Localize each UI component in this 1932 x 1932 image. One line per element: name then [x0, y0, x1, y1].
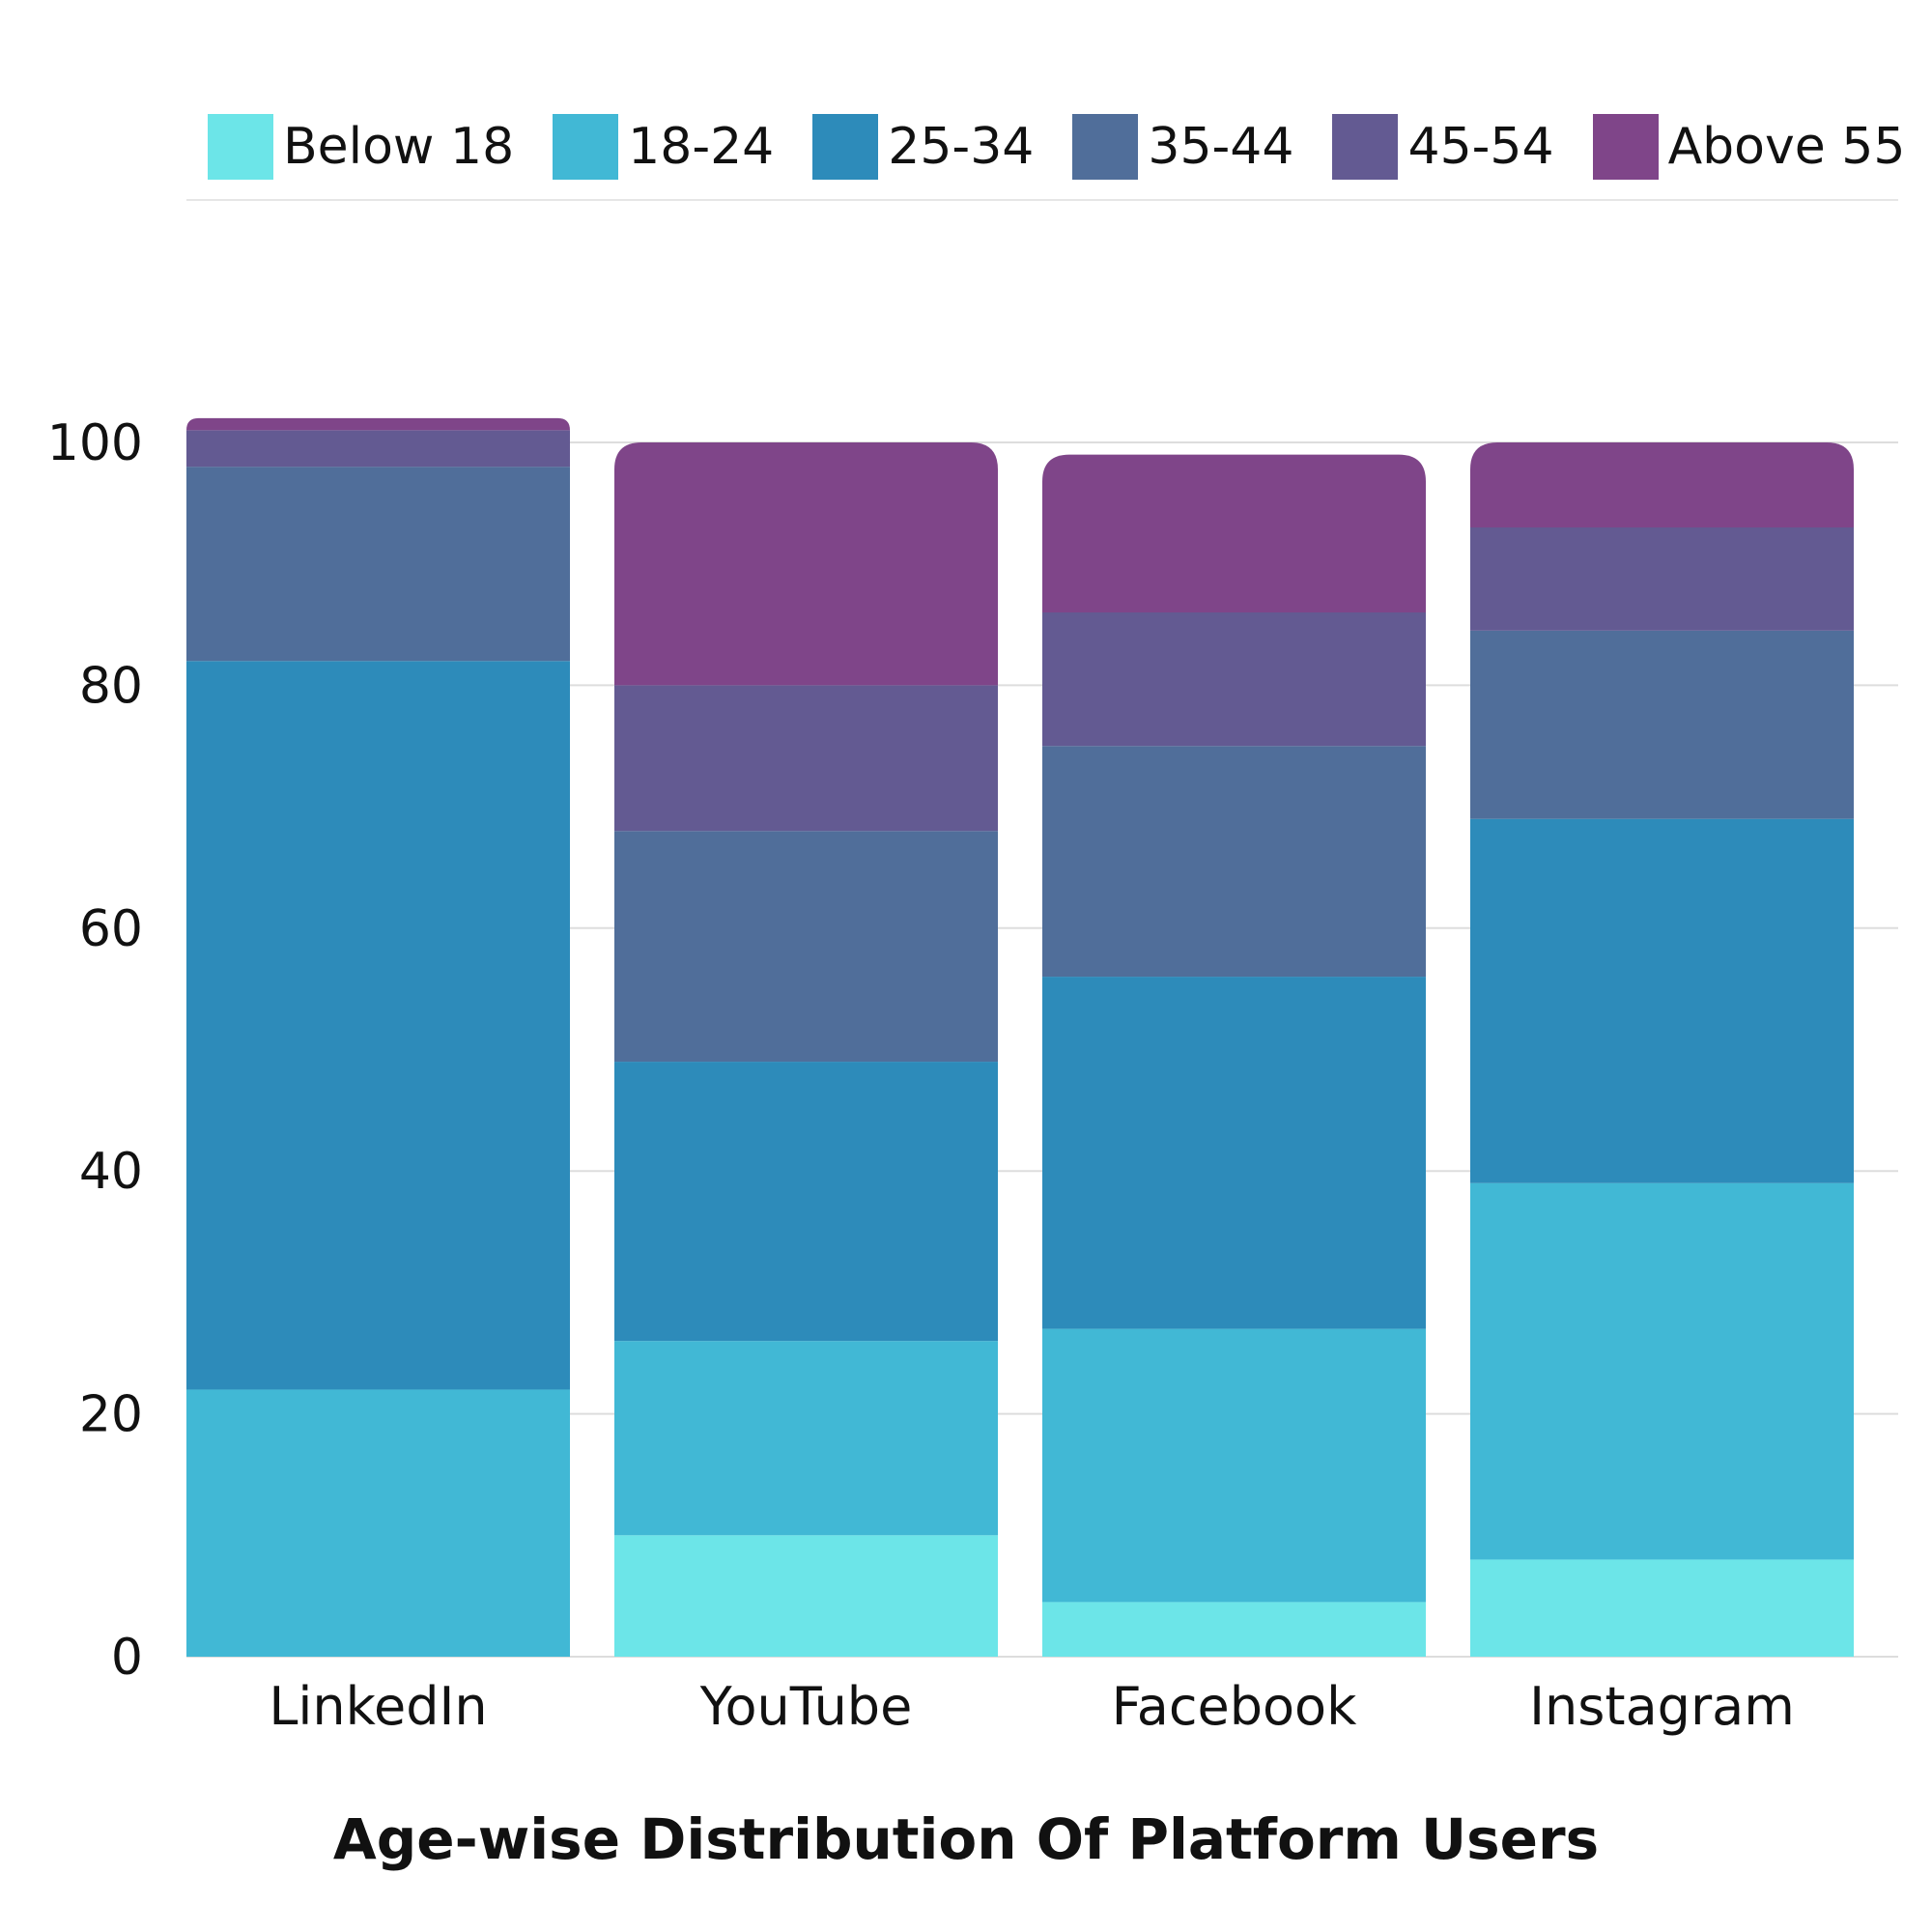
bar-linkedin-above-55: [186, 417, 570, 431]
bar-facebook-18-24: [1042, 1328, 1426, 1603]
legend-swatch-above-55: [1592, 114, 1659, 180]
legend: Below 18 18-24 25-34 35-44 45-54 Above 5…: [208, 114, 1932, 180]
legend-label-above-55: Above 55: [1667, 118, 1906, 176]
legend-item-25-34[interactable]: 25-34: [812, 114, 1034, 180]
bar-instagram-18-24: [1470, 1182, 1854, 1560]
y-tick-label: 100: [47, 414, 143, 472]
bar-youtube-35-44: [614, 831, 998, 1063]
bar-instagram-below-18: [1470, 1559, 1854, 1657]
bar-youtube-18-24: [614, 1341, 998, 1536]
bar-youtube-above-55: [614, 442, 998, 686]
bar-instagram-above-55: [1470, 442, 1854, 527]
bar-facebook-25-34: [1042, 977, 1426, 1329]
bar-facebook-above-55: [1042, 454, 1426, 612]
legend-swatch-25-34: [812, 114, 879, 180]
chart-title: Age-wise Distribution Of Platform Users: [332, 1806, 1600, 1872]
y-tick-label: 80: [79, 657, 143, 715]
legend-item-above-55[interactable]: Above 55: [1592, 114, 1906, 180]
bar-youtube-45-54: [614, 685, 998, 832]
bar-linkedin-45-54: [186, 430, 570, 468]
legend-item-below-18[interactable]: Below 18: [208, 114, 514, 180]
bar-facebook-below-18: [1042, 1602, 1426, 1657]
legend-label-35-44: 35-44: [1148, 118, 1294, 176]
legend-swatch-below-18: [208, 114, 273, 180]
y-tick-label: 0: [111, 1629, 143, 1687]
bar-facebook-35-44: [1042, 746, 1426, 978]
bar-facebook-45-54: [1042, 611, 1426, 747]
bar-instagram-45-54: [1470, 526, 1854, 631]
legend-label-25-34: 25-34: [888, 118, 1035, 176]
y-tick-label: 60: [79, 900, 143, 958]
legend-item-35-44[interactable]: 35-44: [1072, 114, 1293, 180]
legend-item-45-54[interactable]: 45-54: [1332, 114, 1554, 180]
y-tick-label: 20: [79, 1386, 143, 1444]
legend-label-18-24: 18-24: [628, 118, 775, 176]
x-tick-label: Instagram: [1529, 1676, 1795, 1737]
legend-label-45-54: 45-54: [1407, 118, 1554, 176]
x-tick-label: YouTube: [699, 1676, 913, 1737]
legend-swatch-18-24: [553, 114, 619, 180]
bar-linkedin-35-44: [186, 467, 570, 662]
y-tick-label: 40: [79, 1143, 143, 1201]
bar-youtube-25-34: [614, 1062, 998, 1342]
legend-swatch-45-54: [1332, 114, 1399, 180]
bar-linkedin-18-24: [186, 1389, 570, 1657]
legend-label-below-18: Below 18: [283, 118, 515, 176]
bar-linkedin-25-34: [186, 661, 570, 1390]
x-tick-label: Facebook: [1112, 1676, 1357, 1737]
bar-instagram-35-44: [1470, 630, 1854, 819]
legend-swatch-35-44: [1072, 114, 1139, 180]
x-tick-label: LinkedIn: [269, 1676, 487, 1737]
legend-item-18-24[interactable]: 18-24: [553, 114, 774, 180]
bar-instagram-25-34: [1470, 818, 1854, 1183]
bar-youtube-below-18: [614, 1535, 998, 1657]
